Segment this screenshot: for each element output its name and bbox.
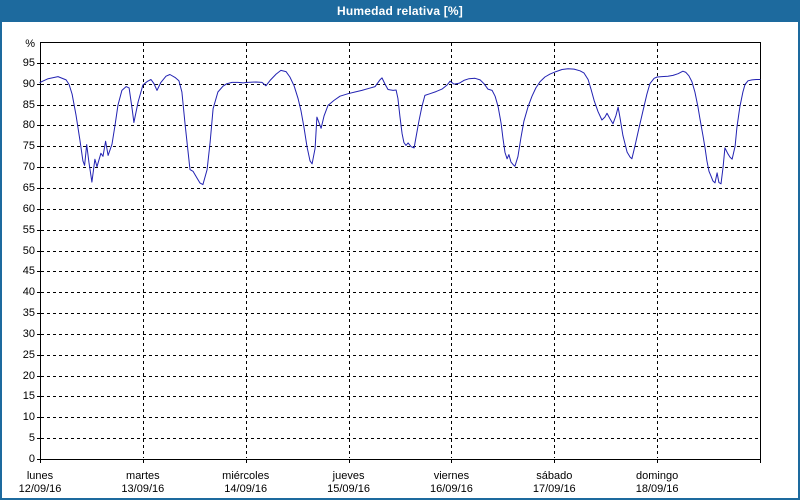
y-tick-label: 90 (22, 77, 35, 90)
y-tick-label: 0 (28, 453, 35, 465)
day-date: 18/09/16 (635, 483, 679, 495)
y-tick-label: 65 (22, 181, 35, 194)
day-name: sábado (536, 470, 573, 482)
y-tick-label: 55 (22, 223, 35, 236)
day-date: 17/09/16 (532, 483, 576, 495)
day-name: lunes (26, 470, 54, 482)
y-tick-label: 15 (22, 390, 35, 403)
day-name: viernes (433, 470, 470, 482)
y-tick-label: 30 (22, 327, 35, 340)
x-day-label: domingo 18/09/16 (597, 470, 717, 496)
y-tick-label: 10 (22, 411, 35, 424)
x-day-label: jueves 15/09/16 (289, 470, 409, 496)
y-axis-unit-label: % (25, 38, 35, 50)
day-date: 14/09/16 (224, 483, 268, 495)
y-tick-label: 95 (22, 56, 35, 69)
day-name: martes (126, 470, 160, 482)
y-tick-label: 60 (22, 202, 35, 215)
plot-border (40, 42, 761, 460)
x-day-label: lunes 12/09/16 (2, 470, 100, 496)
y-tick-label: 70 (22, 161, 35, 174)
y-tick-label: 75 (22, 140, 35, 153)
day-date: 12/09/16 (18, 483, 62, 495)
humidity-series-line (39, 68, 761, 186)
day-date: 13/09/16 (121, 483, 165, 495)
y-tick-label: 20 (22, 369, 35, 382)
y-tick-label: 40 (22, 286, 35, 299)
y-tick-label: 45 (22, 265, 35, 278)
y-tick-label: 50 (22, 244, 35, 257)
y-tick-label: 35 (22, 307, 35, 320)
y-tick-label: 80 (22, 119, 35, 132)
day-name: jueves (332, 470, 365, 482)
day-name: domingo (636, 470, 679, 482)
x-day-label: martes 13/09/16 (83, 470, 203, 496)
day-date: 16/09/16 (430, 483, 473, 495)
y-tick-label: 85 (22, 98, 35, 111)
x-day-label: viernes 16/09/16 (391, 470, 511, 496)
window-title: Humedad relativa [%] (2, 2, 798, 22)
y-tick-label: 25 (22, 348, 35, 361)
x-day-label: sábado 17/09/16 (494, 470, 614, 496)
day-name: miércoles (222, 470, 270, 482)
y-tick-label: 5 (28, 432, 35, 445)
day-date: 15/09/16 (327, 483, 370, 495)
x-day-label: miércoles 14/09/16 (186, 470, 306, 496)
